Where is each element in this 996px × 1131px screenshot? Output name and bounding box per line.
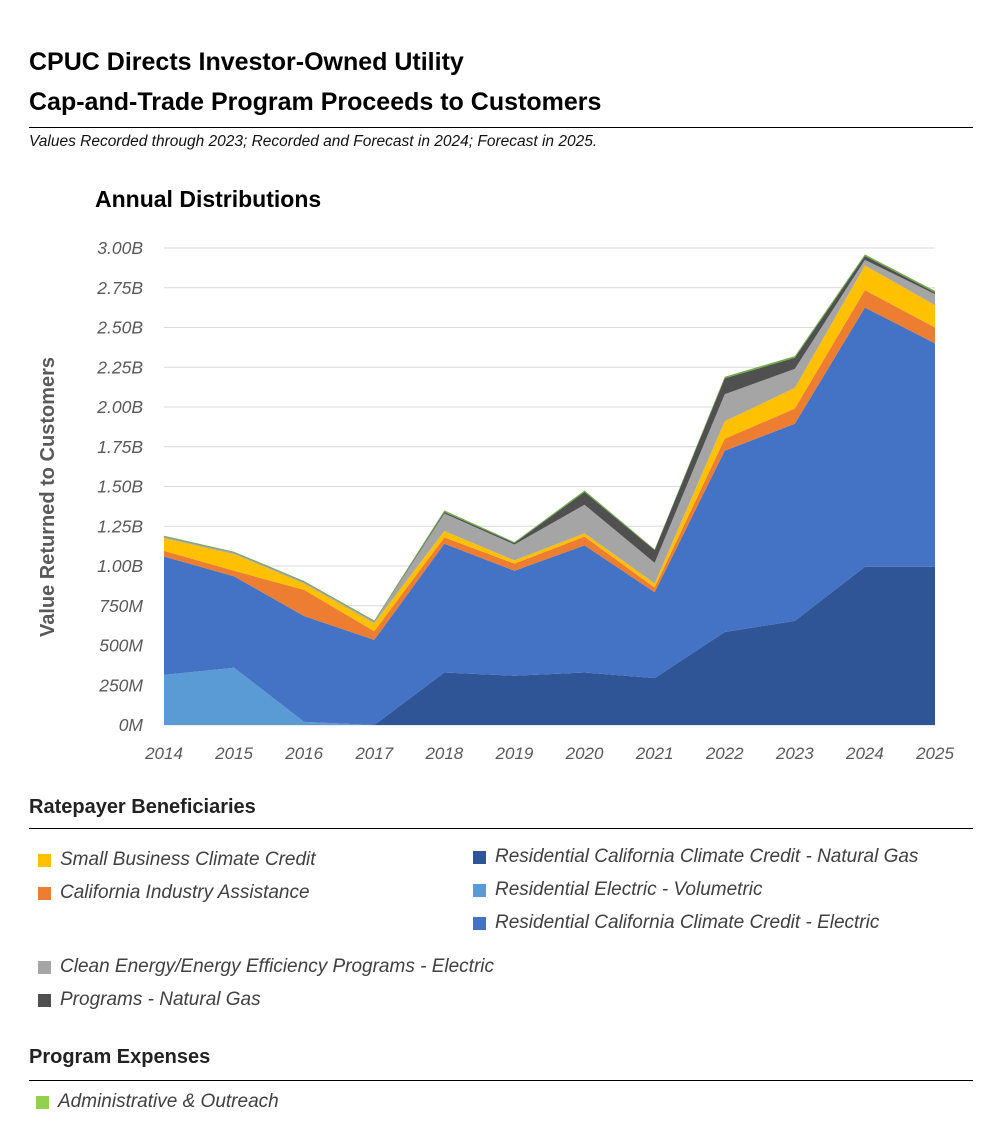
legend-item-col2-1: Residential Electric - Volumetric <box>473 879 763 901</box>
legend-swatch <box>473 850 486 864</box>
legend-swatch <box>38 993 51 1007</box>
y-tick-label-12: 3.00B <box>97 238 143 258</box>
x-tick-label-3: 2017 <box>354 744 393 763</box>
legend-label: Programs - Natural Gas <box>60 989 261 1010</box>
y-tick-label-5: 1.25B <box>97 516 143 536</box>
legend-label: California Industry Assistance <box>60 882 310 903</box>
y-tick-label-10: 2.50B <box>96 318 143 338</box>
page-title-line-1: CPUC Directs Investor-Owned Utility <box>29 48 464 76</box>
legend-swatch <box>36 1095 49 1109</box>
legend-item-col2-2: Residential California Climate Credit - … <box>473 912 879 934</box>
legend-label: Clean Energy/Energy Efficiency Programs … <box>60 956 494 977</box>
legend-label: Small Business Climate Credit <box>60 849 316 870</box>
legend-swatch <box>38 960 51 974</box>
page-title: CPUC Directs Investor-Owned Utility Cap-… <box>29 42 979 122</box>
x-tick-label-11: 2025 <box>915 744 954 763</box>
beneficiaries-divider <box>29 828 973 829</box>
expenses-heading: Program Expenses <box>29 1046 211 1068</box>
y-tick-label-11: 2.75B <box>96 278 143 298</box>
y-tick-label-3: 750M <box>99 596 143 616</box>
x-tick-label-10: 2024 <box>845 744 884 763</box>
page-title-line-2: Cap-and-Trade Program Proceeds to Custom… <box>29 88 602 116</box>
legend-swatch <box>38 886 51 900</box>
x-tick-label-6: 2020 <box>565 744 604 763</box>
y-tick-label-0: 0M <box>119 715 144 735</box>
area-series-0 <box>164 566 935 725</box>
legend-swatch <box>38 853 51 867</box>
y-axis-label: Value Returned to Customers <box>37 357 59 637</box>
legend-label: Residential Electric - Volumetric <box>495 879 763 900</box>
legend-label: Residential California Climate Credit - … <box>495 846 919 867</box>
beneficiaries-heading: Ratepayer Beneficiaries <box>29 796 256 818</box>
legend-item-col3-0: Clean Energy/Energy Efficiency Programs … <box>38 956 494 978</box>
stacked-area-chart: 0M 250M 500M 750M 1.00B 1.25B 1.50B 1.75B 2.00B 2… <box>37 238 954 763</box>
y-tick-label-1: 250M <box>98 675 143 695</box>
x-tick-label-8: 2022 <box>705 744 744 763</box>
y-tick-label-2: 500M <box>99 636 143 656</box>
x-tick-label-9: 2023 <box>775 744 814 763</box>
x-tick-label-7: 2021 <box>635 744 674 763</box>
title-divider <box>29 127 973 128</box>
legend-swatch <box>473 883 486 897</box>
legend-item-col1-1: California Industry Assistance <box>38 882 310 904</box>
x-tick-label-1: 2015 <box>214 744 253 763</box>
area-series-1 <box>164 566 935 725</box>
legend-label: Administrative & Outreach <box>58 1091 279 1112</box>
chart-title: Annual Distributions <box>95 186 322 212</box>
y-tick-label-9: 2.25B <box>96 357 143 377</box>
expenses-divider <box>29 1080 973 1081</box>
legend-item-expenses-0: Administrative & Outreach <box>36 1091 279 1113</box>
y-tick-label-7: 1.75B <box>97 437 143 457</box>
page-subtitle: Values Recorded through 2023; Recorded a… <box>29 133 598 150</box>
x-tick-label-2: 2016 <box>284 744 323 763</box>
legend-item-col1-0: Small Business Climate Credit <box>38 849 316 871</box>
x-tick-label-4: 2018 <box>424 744 463 763</box>
x-tick-label-5: 2019 <box>495 744 534 763</box>
x-tick-label-0: 2014 <box>144 744 183 763</box>
area-series-2 <box>164 307 935 725</box>
legend-item-col2-0: Residential California Climate Credit - … <box>473 846 918 868</box>
y-tick-label-4: 1.00B <box>97 556 143 576</box>
legend-label: Residential California Climate Credit - … <box>495 912 880 933</box>
legend-item-col3-1: Programs - Natural Gas <box>38 989 261 1011</box>
y-tick-label-8: 2.00B <box>96 397 143 417</box>
legend-swatch <box>473 916 486 930</box>
y-tick-label-6: 1.50B <box>97 477 143 497</box>
